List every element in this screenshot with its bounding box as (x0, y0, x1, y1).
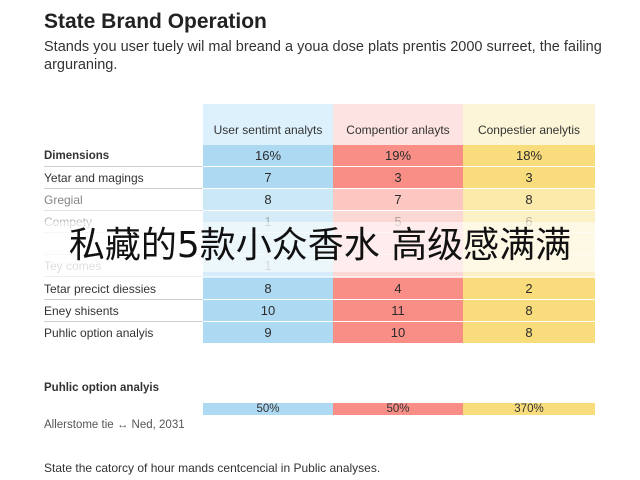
page-title: State Brand Operation (44, 10, 267, 33)
table-cell: 8 (463, 189, 595, 211)
table-cell: 7 (333, 189, 463, 211)
table-cell: 7 (203, 167, 333, 189)
table-cell: 8 (203, 189, 333, 211)
table-row: Eney shisents 10 11 8 (44, 300, 595, 322)
page-subtitle: Stands you user tuely wil mal breand a y… (44, 39, 602, 73)
table-cell: 3 (463, 167, 595, 189)
overlay-caption-band (0, 222, 640, 272)
table-cell: 2 (463, 278, 595, 300)
summary-value: 370% (463, 403, 595, 415)
row-label: Eney shisents (44, 300, 203, 322)
row-label: Tetar precict diessies (44, 278, 203, 300)
column-header: Compentior anlayts (346, 123, 450, 137)
table-row: Gregial 8 7 8 (44, 189, 595, 211)
summary-value: 50% (203, 403, 333, 415)
row-label: Dimensions (44, 145, 203, 167)
table-row: Yetar and magings 7 3 3 (44, 167, 595, 189)
table-cell: 9 (203, 322, 333, 344)
table-cell: 8 (463, 300, 595, 322)
overlay-caption: 私藏的5款小众香水 高级感满满 (68, 225, 572, 266)
table-cell: 18% (463, 145, 595, 167)
column-header: User sentimt analyts (213, 123, 323, 137)
table-cell: 4 (333, 278, 463, 300)
table-row: Puhlic option analyis 9 10 8 (44, 322, 595, 344)
table-cell: 3 (333, 167, 463, 189)
table-cell: 16% (203, 145, 333, 167)
table-cell: 8 (463, 322, 595, 344)
table-cell: 10 (333, 322, 463, 344)
section-caption: Allerstome tie ↔ Ned, 2031 (44, 419, 185, 431)
row-label: Gregial (44, 189, 203, 211)
table-row: Tetar precict diessies 8 4 2 (44, 278, 595, 300)
section-heading: Puhlic option analyis (44, 382, 160, 394)
table-cell: 11 (333, 300, 463, 322)
row-label: Puhlic option analyis (44, 326, 154, 340)
table-cell: 19% (333, 145, 463, 167)
summary-value: 50% (333, 403, 463, 415)
column-header: Conpestier anelytis (477, 123, 581, 137)
table-cell: 10 (203, 300, 333, 322)
table-cell: 8 (203, 278, 333, 300)
table-row: Dimensions 16% 19% 18% (44, 145, 595, 167)
footer-note: State the catorcy of hour mands centcenc… (44, 461, 381, 475)
row-label: Yetar and magings (44, 167, 203, 189)
